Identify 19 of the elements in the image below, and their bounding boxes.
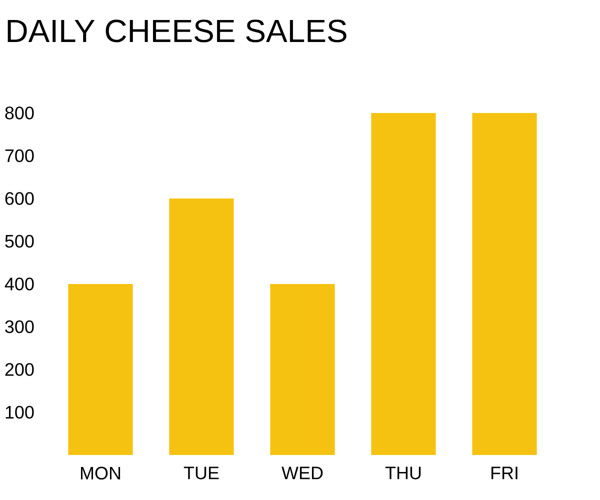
y-tick-label: 600 xyxy=(5,192,34,205)
bar xyxy=(472,113,537,455)
y-tick-label: 300 xyxy=(5,320,34,334)
chart-title: DAILY CHEESE SALES xyxy=(8,20,346,42)
x-tick-label: WED xyxy=(282,466,323,480)
bar xyxy=(68,284,133,455)
x-tick-label: TUE xyxy=(184,466,219,480)
y-tick-label: 500 xyxy=(5,234,34,248)
x-tick-label: FRI xyxy=(491,466,518,480)
bar xyxy=(371,113,436,455)
y-tick-label: 700 xyxy=(5,149,34,162)
y-tick-label: 400 xyxy=(4,278,34,290)
y-tick-label: 800 xyxy=(5,106,34,120)
x-tick-label: THU xyxy=(385,466,421,480)
x-tick-label: MON xyxy=(80,466,120,480)
y-tick-label: 200 xyxy=(5,363,34,376)
bar xyxy=(169,198,234,455)
bar xyxy=(270,284,335,455)
y-tick-label: 100 xyxy=(6,406,34,419)
